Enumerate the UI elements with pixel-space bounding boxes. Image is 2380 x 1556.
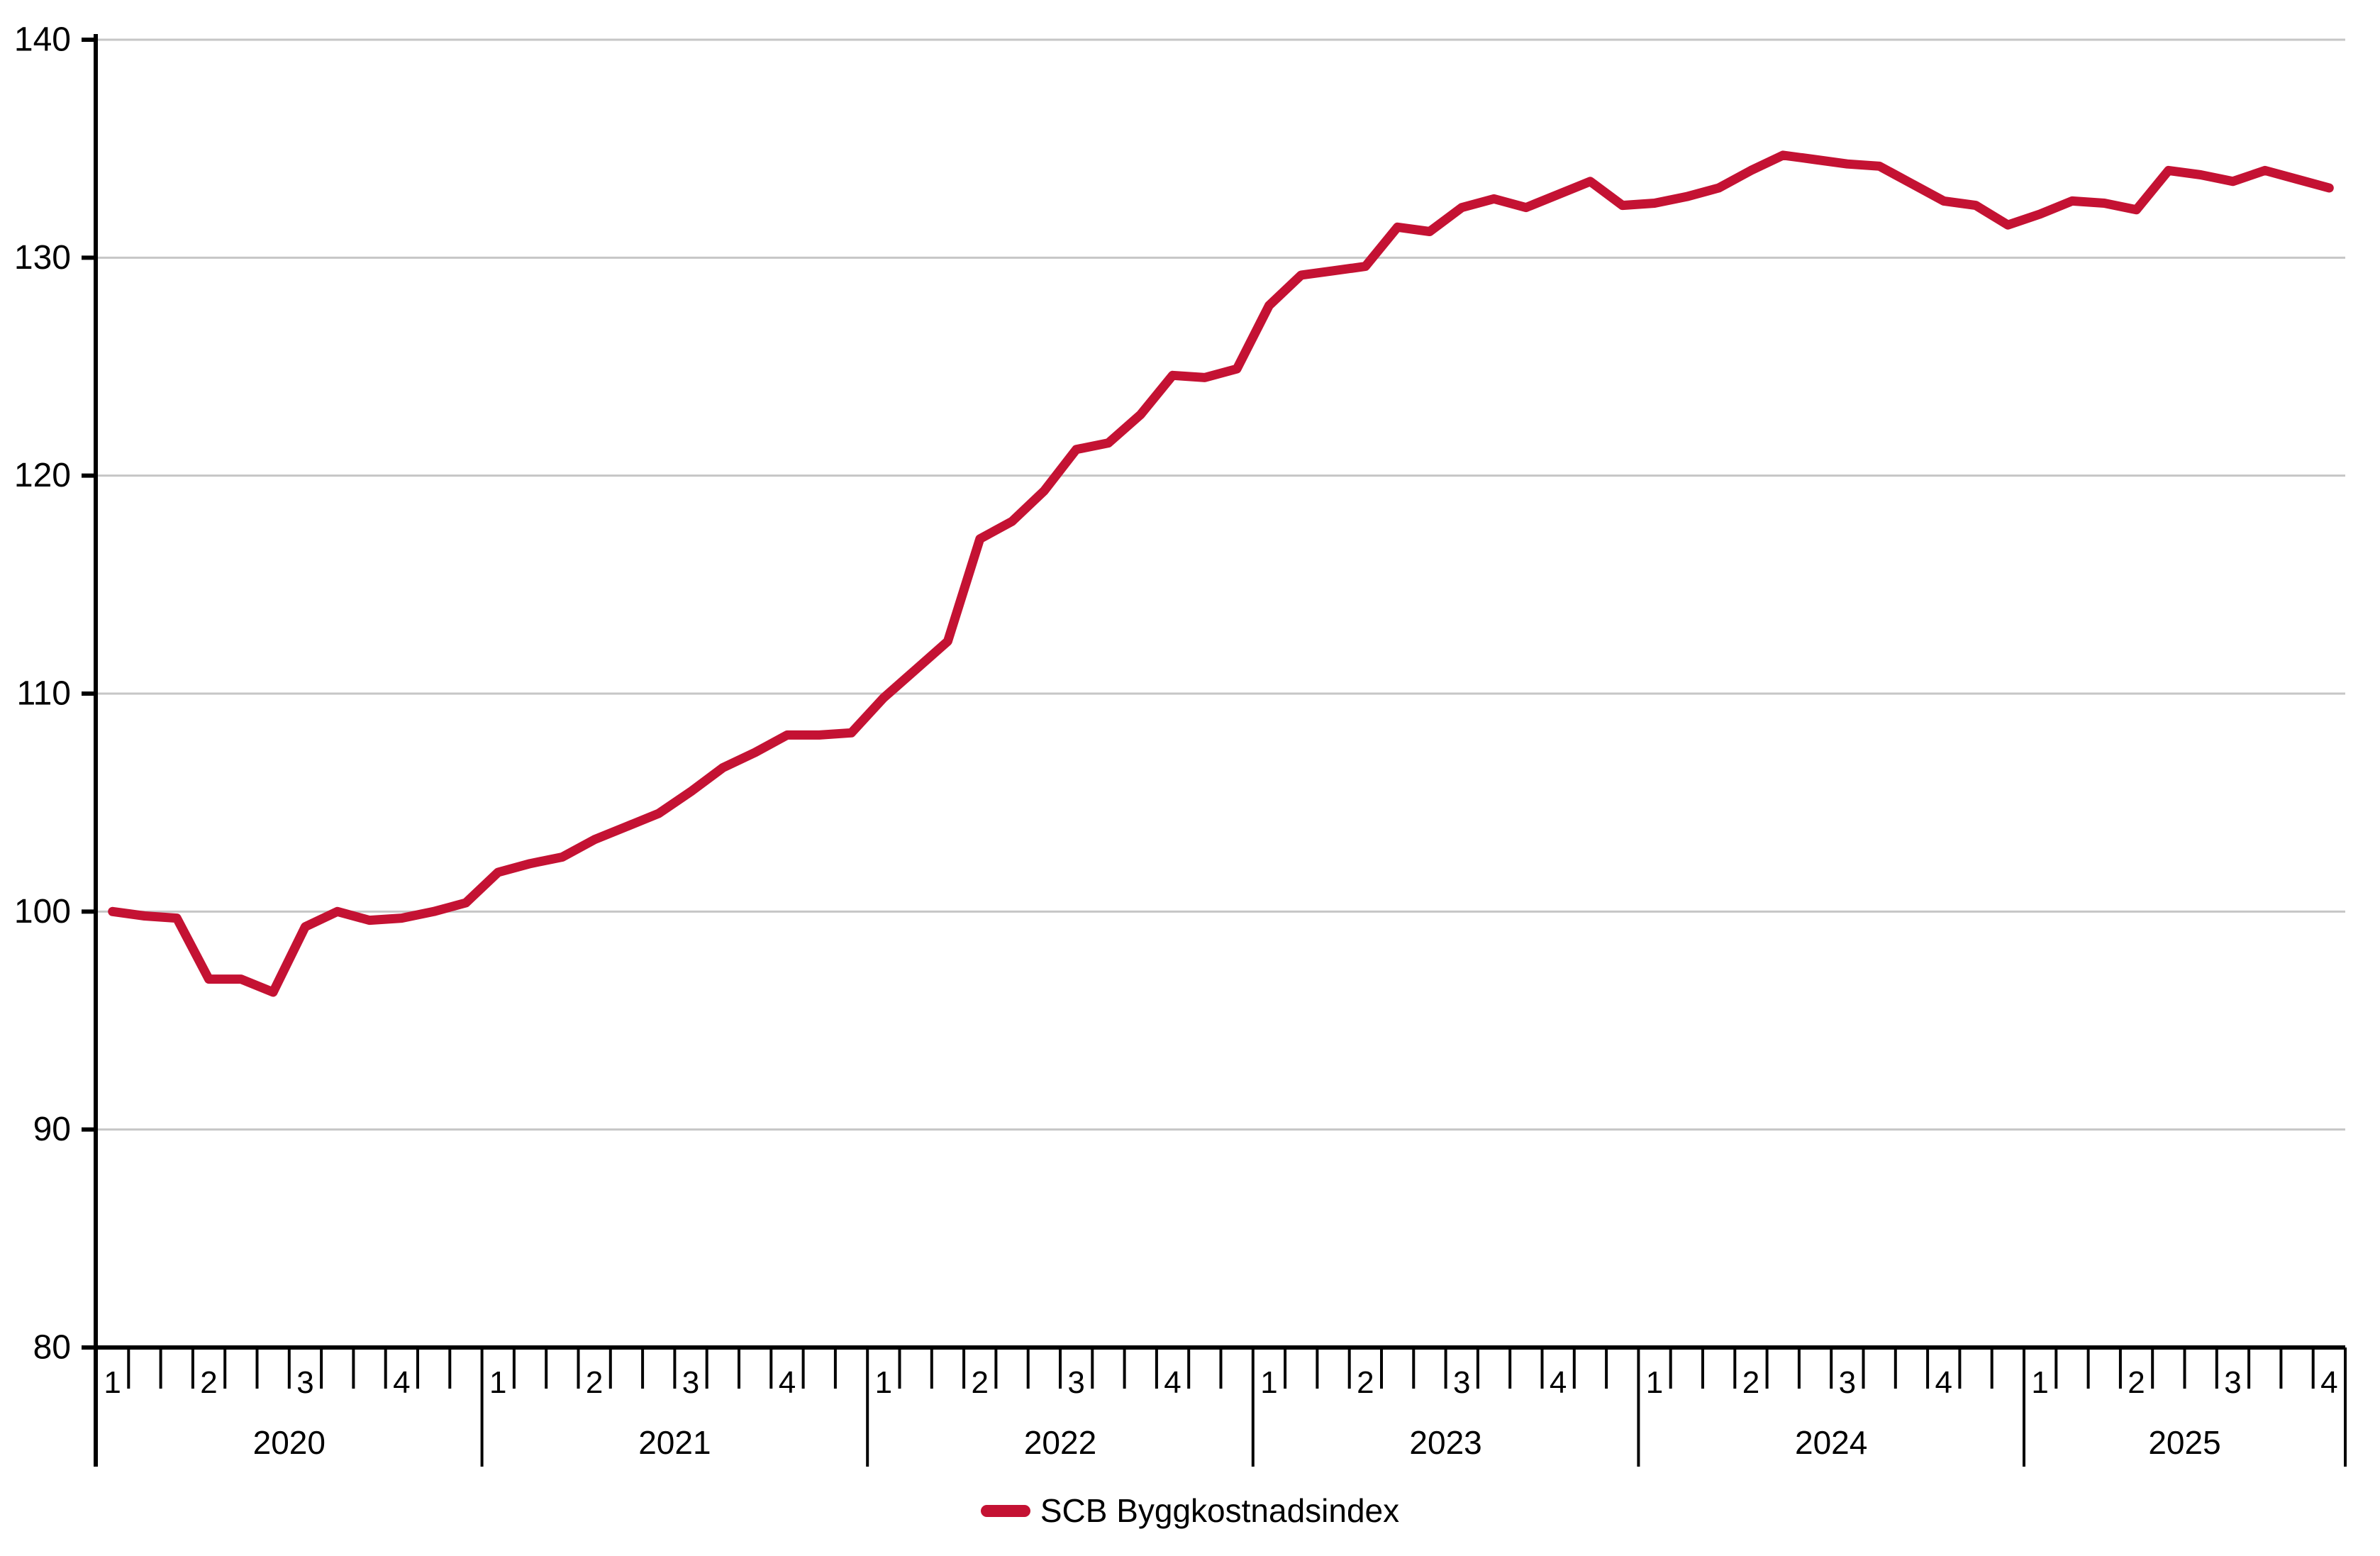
legend-line-swatch-icon <box>980 1504 1030 1517</box>
quarter-label: 1 <box>489 1365 506 1400</box>
year-label: 2020 <box>253 1424 326 1461</box>
quarter-label: 3 <box>1839 1365 1856 1400</box>
quarter-label: 3 <box>2224 1365 2241 1400</box>
year-label: 2021 <box>638 1424 711 1461</box>
quarter-label: 1 <box>104 1365 121 1400</box>
y-axis-label: 110 <box>16 675 71 713</box>
quarter-label: 1 <box>1646 1365 1663 1400</box>
quarter-label: 4 <box>1550 1365 1567 1400</box>
quarter-label: 2 <box>200 1365 217 1400</box>
year-label: 2024 <box>1795 1424 1867 1461</box>
quarter-label: 1 <box>875 1365 892 1400</box>
quarter-label: 4 <box>2320 1365 2337 1400</box>
legend-series-label: SCB Byggkostnadsindex <box>1040 1492 1400 1529</box>
quarter-label: 3 <box>1453 1365 1470 1400</box>
chart-legend: SCB Byggkostnadsindex <box>0 1486 2380 1535</box>
quarter-label: 1 <box>2031 1365 2048 1400</box>
series-line-scb-byggkostnadsindex <box>108 150 2334 997</box>
quarter-label: 3 <box>296 1365 313 1400</box>
quarter-label: 1 <box>1260 1365 1277 1400</box>
quarter-label: 2 <box>1357 1365 1374 1400</box>
y-axis-label: 140 <box>14 21 71 59</box>
year-label: 2023 <box>1409 1424 1481 1461</box>
y-axis-label: 80 <box>33 1329 71 1367</box>
quarter-label: 4 <box>779 1365 796 1400</box>
quarter-label: 4 <box>1935 1365 1952 1400</box>
quarter-label: 4 <box>393 1365 410 1400</box>
y-axis-label: 100 <box>14 893 71 930</box>
quarter-label: 2 <box>2128 1365 2145 1400</box>
y-axis-label: 130 <box>14 239 71 277</box>
year-label: 2025 <box>2148 1424 2220 1461</box>
quarter-label: 2 <box>972 1365 989 1400</box>
quarter-label: 4 <box>1164 1365 1181 1400</box>
quarter-label: 2 <box>1742 1365 1759 1400</box>
y-axis-label: 90 <box>33 1111 71 1148</box>
year-label: 2022 <box>1024 1424 1096 1461</box>
quarter-label: 2 <box>586 1365 603 1400</box>
y-axis-label: 120 <box>14 457 71 494</box>
quarter-label: 3 <box>682 1365 699 1400</box>
quarter-label: 3 <box>1067 1365 1084 1400</box>
